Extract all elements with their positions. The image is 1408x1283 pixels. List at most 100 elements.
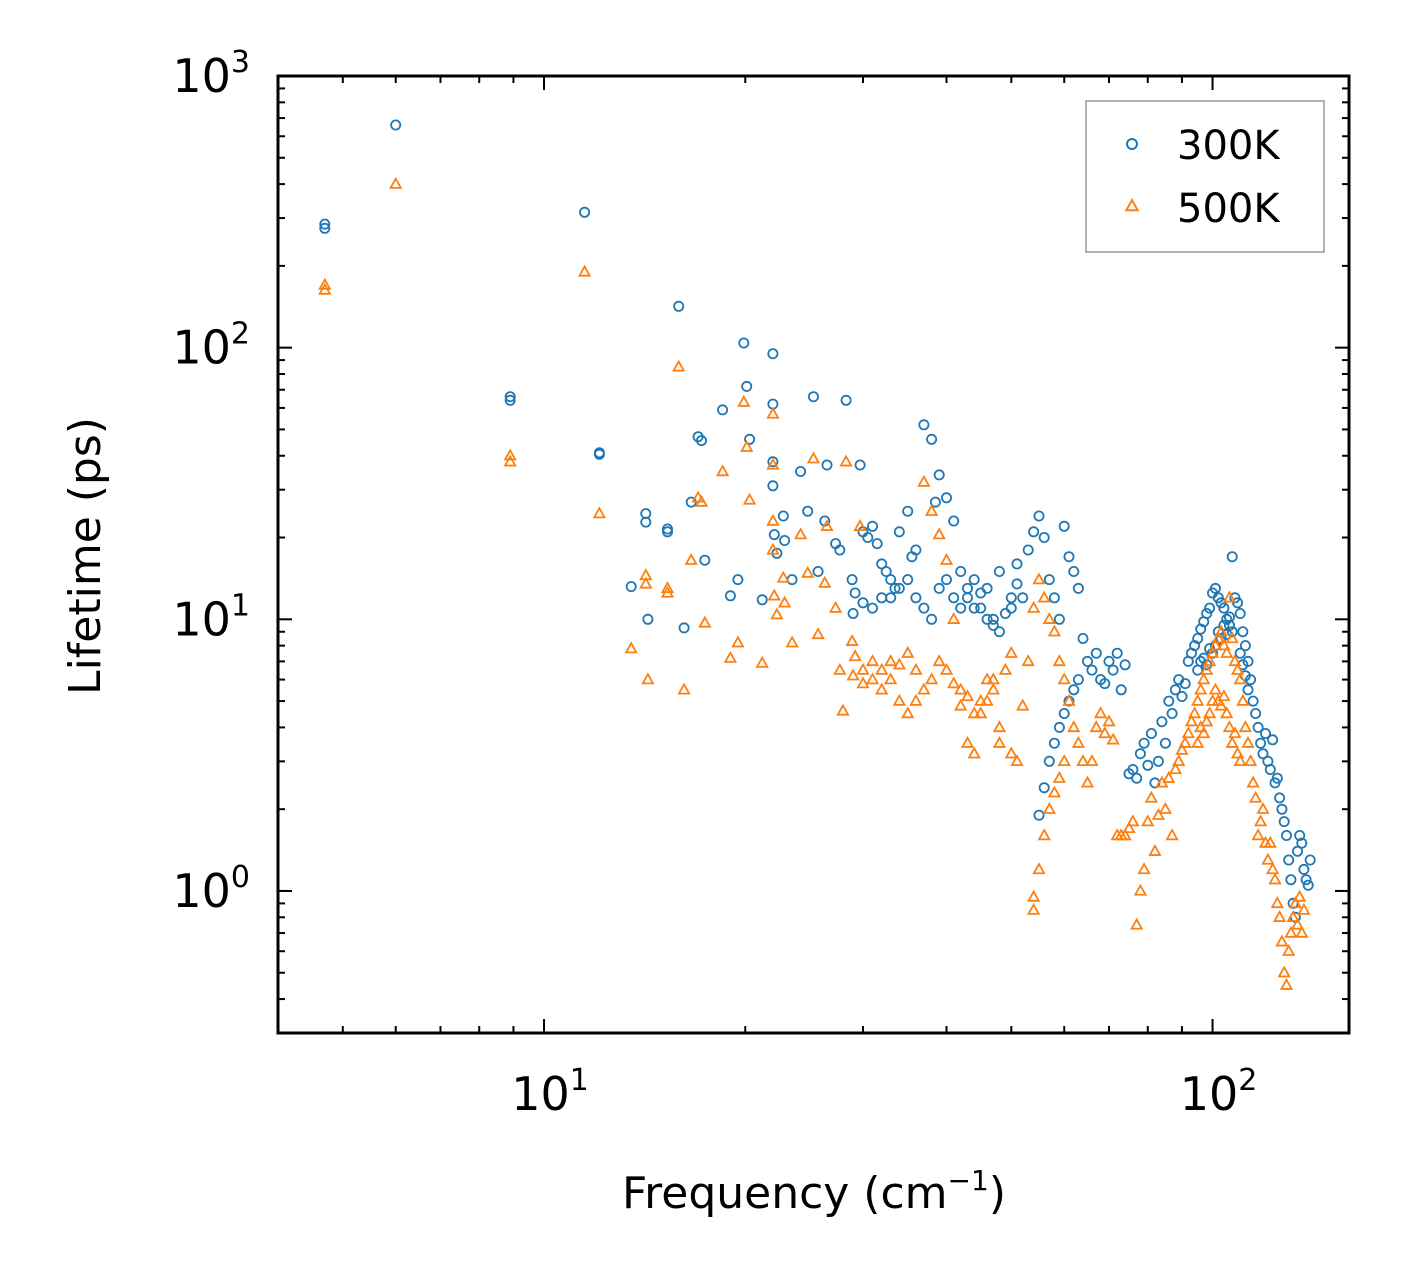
point-500K [1295, 925, 1309, 938]
point-500K [389, 176, 403, 189]
point-300K [1237, 626, 1249, 638]
point-300K [673, 300, 685, 312]
point-500K [1187, 706, 1202, 719]
point-300K [1232, 597, 1244, 609]
point-300K [941, 574, 953, 586]
point-300K [889, 582, 901, 594]
point-300K [1005, 602, 1017, 614]
point-300K [1281, 830, 1293, 842]
point-300K [1159, 737, 1171, 749]
point-300K [1127, 764, 1139, 776]
point-500K [641, 672, 655, 685]
point-500K [1205, 646, 1220, 658]
point-300K [738, 337, 750, 349]
point-300K [902, 574, 914, 586]
point-500K [1129, 917, 1144, 930]
point-500K [1057, 672, 1071, 685]
series-500K [318, 176, 1311, 990]
point-300K [812, 566, 824, 578]
point-500K [1200, 662, 1214, 675]
point-300K [1234, 608, 1246, 620]
point-500K [1122, 821, 1136, 834]
point-300K [846, 574, 858, 586]
point-500K [1241, 735, 1255, 748]
point-500K [1162, 770, 1176, 783]
point-500K [1194, 682, 1208, 695]
point-500K [723, 650, 738, 663]
point-500K [660, 585, 675, 598]
point-300K [929, 496, 941, 508]
point-500K [592, 506, 607, 519]
point-300K [857, 597, 869, 609]
point-500K [1102, 714, 1116, 727]
point-300K [854, 459, 866, 471]
point-300K [1298, 863, 1310, 875]
point-300K [717, 404, 729, 416]
point-300K [993, 626, 1005, 638]
point-300K [902, 505, 914, 517]
point-500K [856, 676, 870, 689]
point-300K [926, 433, 938, 445]
point-500K [1141, 814, 1155, 827]
point-300K [1005, 592, 1017, 604]
point-500K [974, 693, 988, 706]
point-300K [987, 619, 999, 631]
point-300K [625, 581, 637, 593]
point-300K [975, 602, 987, 614]
point-300K [1134, 748, 1146, 760]
point-300K [1033, 510, 1045, 522]
point-300K [880, 566, 892, 578]
point-300K [1209, 582, 1221, 594]
point-500K [932, 654, 946, 667]
point-300K [1257, 748, 1269, 760]
point-500K [939, 662, 954, 675]
point-500K [909, 662, 923, 675]
point-300K [1169, 684, 1181, 696]
point-300K [955, 566, 967, 578]
point-500K [1248, 790, 1263, 803]
point-300K [1302, 879, 1314, 891]
point-500K [917, 682, 931, 695]
point-300K [1068, 684, 1080, 696]
point-300K [1142, 759, 1154, 771]
point-500K [1194, 720, 1208, 733]
point-300K [847, 608, 859, 620]
point-300K [1176, 691, 1188, 703]
point-500K [318, 277, 332, 290]
point-500K [1222, 590, 1237, 603]
point-500K [1010, 754, 1024, 767]
point-500K [974, 706, 988, 719]
point-500K [1217, 689, 1231, 702]
point-500K [980, 672, 994, 685]
point-500K [986, 682, 1000, 695]
point-300K [1260, 728, 1272, 740]
point-300K [948, 515, 960, 527]
point-300K [1156, 716, 1168, 728]
point-300K [319, 222, 331, 234]
point-300K [1033, 809, 1045, 821]
point-500K [1168, 762, 1183, 775]
point-500K [801, 565, 815, 578]
point-300K [1138, 737, 1150, 749]
point-500K [503, 454, 517, 467]
point-300K [1226, 551, 1238, 563]
point-500K [766, 457, 780, 470]
plot-frame [276, 74, 1351, 1035]
point-500K [967, 706, 981, 719]
point-500K [1268, 872, 1282, 885]
point-300K [1099, 678, 1111, 690]
point-500K [875, 682, 889, 695]
point-500K [1297, 902, 1311, 915]
point-300K [962, 582, 974, 594]
point-500K [960, 689, 975, 702]
point-500K [715, 464, 730, 477]
point-500K [1217, 638, 1231, 651]
point-500K [731, 635, 745, 648]
point-300K [1086, 664, 1098, 676]
point-300K [699, 554, 711, 566]
point-500K [836, 703, 850, 716]
point-500K [1270, 896, 1284, 909]
point-300K [862, 532, 874, 544]
legend-label-300K: 300K [1177, 123, 1281, 169]
